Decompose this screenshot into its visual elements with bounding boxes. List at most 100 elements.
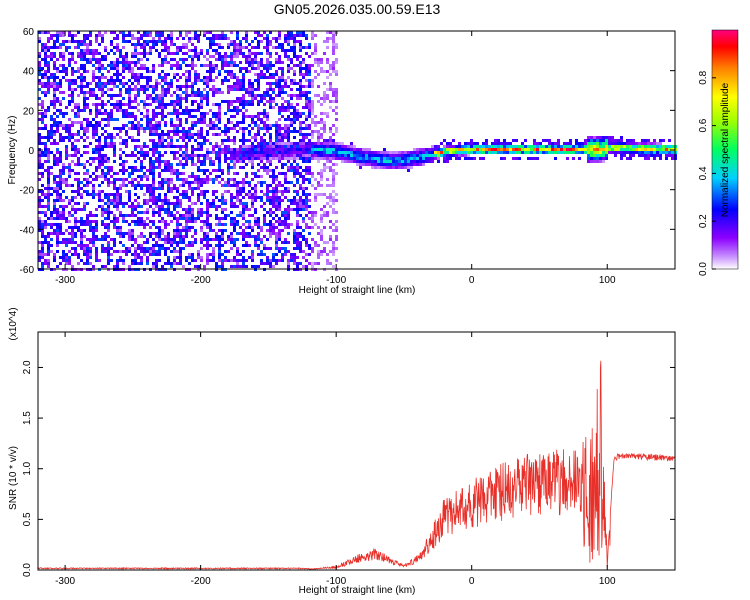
spectrogram-cell bbox=[509, 142, 512, 145]
spectrogram-cell bbox=[74, 139, 77, 142]
spectrogram-cell bbox=[110, 43, 113, 46]
spectrogram-cell bbox=[134, 73, 137, 76]
spectrogram-cell bbox=[257, 247, 260, 250]
spectrogram-cell bbox=[377, 166, 380, 169]
spectrogram-cell bbox=[53, 97, 56, 100]
spectrogram-cell bbox=[155, 106, 158, 109]
spectrogram-cell bbox=[173, 214, 176, 217]
spectrogram-cell bbox=[317, 256, 320, 259]
spectrogram-cell bbox=[287, 154, 290, 157]
spectrogram-cell bbox=[170, 187, 173, 190]
spectrogram-cell bbox=[311, 109, 314, 112]
spectrogram-cell bbox=[137, 223, 140, 226]
spectrogram-cell bbox=[53, 205, 56, 208]
spectrogram-cell bbox=[152, 244, 155, 247]
spectrogram-cell bbox=[164, 58, 167, 61]
spectrogram-cell bbox=[221, 229, 224, 232]
spectrogram-cell bbox=[179, 262, 182, 265]
spectrogram-cell bbox=[230, 259, 233, 262]
spectrogram-cell bbox=[98, 142, 101, 145]
spectrogram-cell bbox=[305, 244, 308, 247]
spectrogram-cell bbox=[53, 178, 56, 181]
spectrogram-cell bbox=[227, 85, 230, 88]
spectrogram-cell bbox=[281, 76, 284, 79]
spectrogram-cell bbox=[230, 235, 233, 238]
spectrogram-cell bbox=[149, 163, 152, 166]
spectrogram-cell bbox=[290, 31, 293, 34]
spectrogram-cell bbox=[398, 151, 401, 154]
spectrogram-cell bbox=[449, 145, 452, 148]
spectrogram-cell bbox=[209, 124, 212, 127]
spectrogram-cell bbox=[101, 265, 104, 268]
spectrogram-cell bbox=[266, 115, 269, 118]
spectrogram-cell bbox=[203, 235, 206, 238]
spectrogram-cell bbox=[44, 142, 47, 145]
spectrogram-cell bbox=[113, 145, 116, 148]
spectrogram-cell bbox=[593, 151, 596, 154]
spectrogram-cell bbox=[59, 151, 62, 154]
spectrogram-cell bbox=[314, 199, 317, 202]
spectrogram-cell bbox=[671, 145, 674, 148]
spectrogram-cell bbox=[527, 151, 530, 154]
spectrogram-cell bbox=[533, 157, 536, 160]
spectrogram-cell bbox=[92, 94, 95, 97]
spectrogram-cell bbox=[59, 187, 62, 190]
spectrogram-cell bbox=[146, 88, 149, 91]
spectrogram-cell bbox=[200, 247, 203, 250]
spectrogram-cell bbox=[44, 259, 47, 262]
spectrogram-cell bbox=[230, 121, 233, 124]
spectrogram-cell bbox=[242, 115, 245, 118]
spectrogram-cell bbox=[299, 235, 302, 238]
spectrogram-cell bbox=[467, 157, 470, 160]
spectrogram-cell bbox=[323, 100, 326, 103]
spectrogram-cell bbox=[236, 151, 239, 154]
spectrogram-cell bbox=[170, 151, 173, 154]
spectrogram-cell bbox=[320, 172, 323, 175]
spectrogram-cell bbox=[164, 133, 167, 136]
spectrogram-cell bbox=[179, 34, 182, 37]
spectrogram-cell bbox=[311, 151, 314, 154]
spectrogram-cell bbox=[530, 145, 533, 148]
spectrogram-cell bbox=[161, 91, 164, 94]
spectrogram-cell bbox=[38, 70, 41, 73]
spectrogram-cell bbox=[200, 202, 203, 205]
spectrogram-cell bbox=[236, 109, 239, 112]
spectrogram-cell bbox=[293, 64, 296, 67]
spectrogram-cell bbox=[239, 52, 242, 55]
spectrogram-cell bbox=[44, 253, 47, 256]
spectrogram-cell bbox=[176, 109, 179, 112]
spectrogram-cell bbox=[236, 262, 239, 265]
spectrogram-cell bbox=[185, 163, 188, 166]
spectrogram-cell bbox=[275, 205, 278, 208]
spectrogram-cell bbox=[95, 37, 98, 40]
spectrogram-cell bbox=[248, 148, 251, 151]
spectrogram-cell bbox=[272, 46, 275, 49]
spectrogram-cell bbox=[395, 163, 398, 166]
spectrogram-cell bbox=[395, 166, 398, 169]
spectrogram-cell bbox=[305, 196, 308, 199]
spectrogram-cell bbox=[71, 100, 74, 103]
spectrogram-cell bbox=[137, 157, 140, 160]
spectrogram-cell bbox=[269, 151, 272, 154]
spectrogram-cell bbox=[611, 145, 614, 148]
spectrogram-cell bbox=[113, 172, 116, 175]
spectrogram-cell bbox=[275, 232, 278, 235]
spectrogram-cell bbox=[50, 187, 53, 190]
spectrogram-cell bbox=[122, 34, 125, 37]
spectrogram-cell bbox=[332, 163, 335, 166]
spectrogram-cell bbox=[113, 199, 116, 202]
spectrogram-cell bbox=[293, 94, 296, 97]
spectrogram-cell bbox=[254, 94, 257, 97]
spectrogram-cell bbox=[188, 94, 191, 97]
spectrogram-cell bbox=[56, 181, 59, 184]
spectrogram-cell bbox=[113, 67, 116, 70]
spectrogram-cell bbox=[245, 46, 248, 49]
spectrogram-cell bbox=[221, 238, 224, 241]
spectrogram-cell bbox=[284, 82, 287, 85]
spectrogram-cell bbox=[113, 151, 116, 154]
spectrogram-cell bbox=[221, 169, 224, 172]
spectrogram-cell bbox=[44, 238, 47, 241]
spectrogram-cell bbox=[68, 46, 71, 49]
spectrogram-cell bbox=[158, 211, 161, 214]
spectrogram-cell bbox=[98, 190, 101, 193]
